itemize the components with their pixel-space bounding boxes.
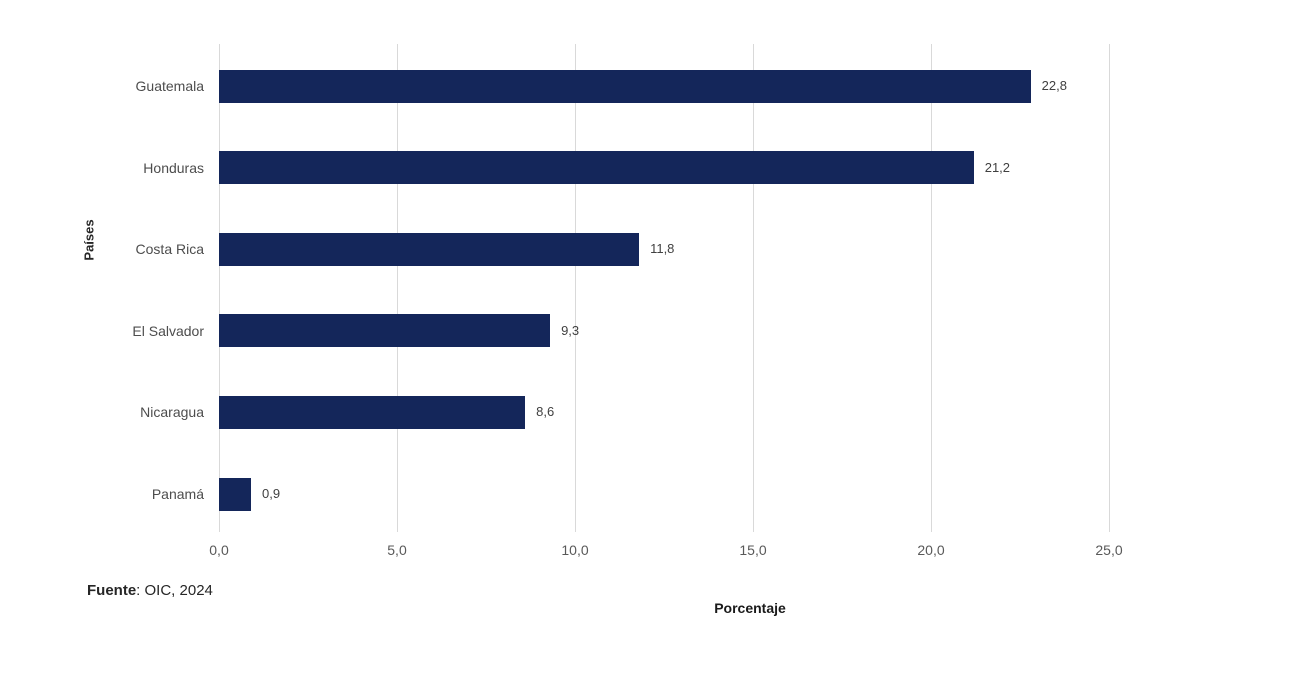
- x-tick-label: 10,0: [561, 542, 589, 558]
- gridline: [574, 44, 576, 532]
- value-label: 0,9: [262, 486, 281, 501]
- category-label: El Salvador: [132, 322, 204, 339]
- gridline: [1108, 44, 1110, 532]
- x-tick-label: 0,0: [209, 542, 229, 558]
- bar: [219, 477, 252, 511]
- category-label: Honduras: [143, 159, 204, 176]
- y-axis-title: Países: [81, 219, 97, 261]
- bar: [219, 232, 640, 266]
- x-tick-label: 15,0: [739, 542, 767, 558]
- source-text: : OIC, 2024: [136, 582, 213, 599]
- bar: [219, 151, 974, 185]
- gridline: [752, 44, 754, 532]
- bar: [219, 395, 526, 429]
- bar: [219, 314, 551, 348]
- category-label: Guatemala: [135, 78, 204, 94]
- value-label: 9,3: [561, 322, 580, 338]
- gridline: [930, 44, 932, 532]
- value-label: 21,2: [984, 159, 1011, 175]
- value-label: 11,8: [650, 241, 675, 257]
- category-label: Panamá: [151, 486, 204, 502]
- gridline: [396, 44, 398, 532]
- x-tick-label: 5,0: [387, 542, 407, 558]
- bar: [219, 69, 1031, 103]
- x-tick-label: 25,0: [1095, 542, 1123, 558]
- value-label: 22,8: [1041, 78, 1067, 93]
- value-label: 8,6: [536, 404, 555, 420]
- x-tick-label: 20,0: [917, 542, 945, 558]
- source-label: Fuente: [87, 582, 137, 599]
- x-axis-title: Porcentaje: [714, 600, 786, 616]
- source-note: Fuente: OIC, 2024: [87, 582, 213, 599]
- category-label: Costa Rica: [135, 241, 204, 258]
- gridline: [218, 44, 220, 532]
- category-label: Nicaragua: [140, 404, 204, 421]
